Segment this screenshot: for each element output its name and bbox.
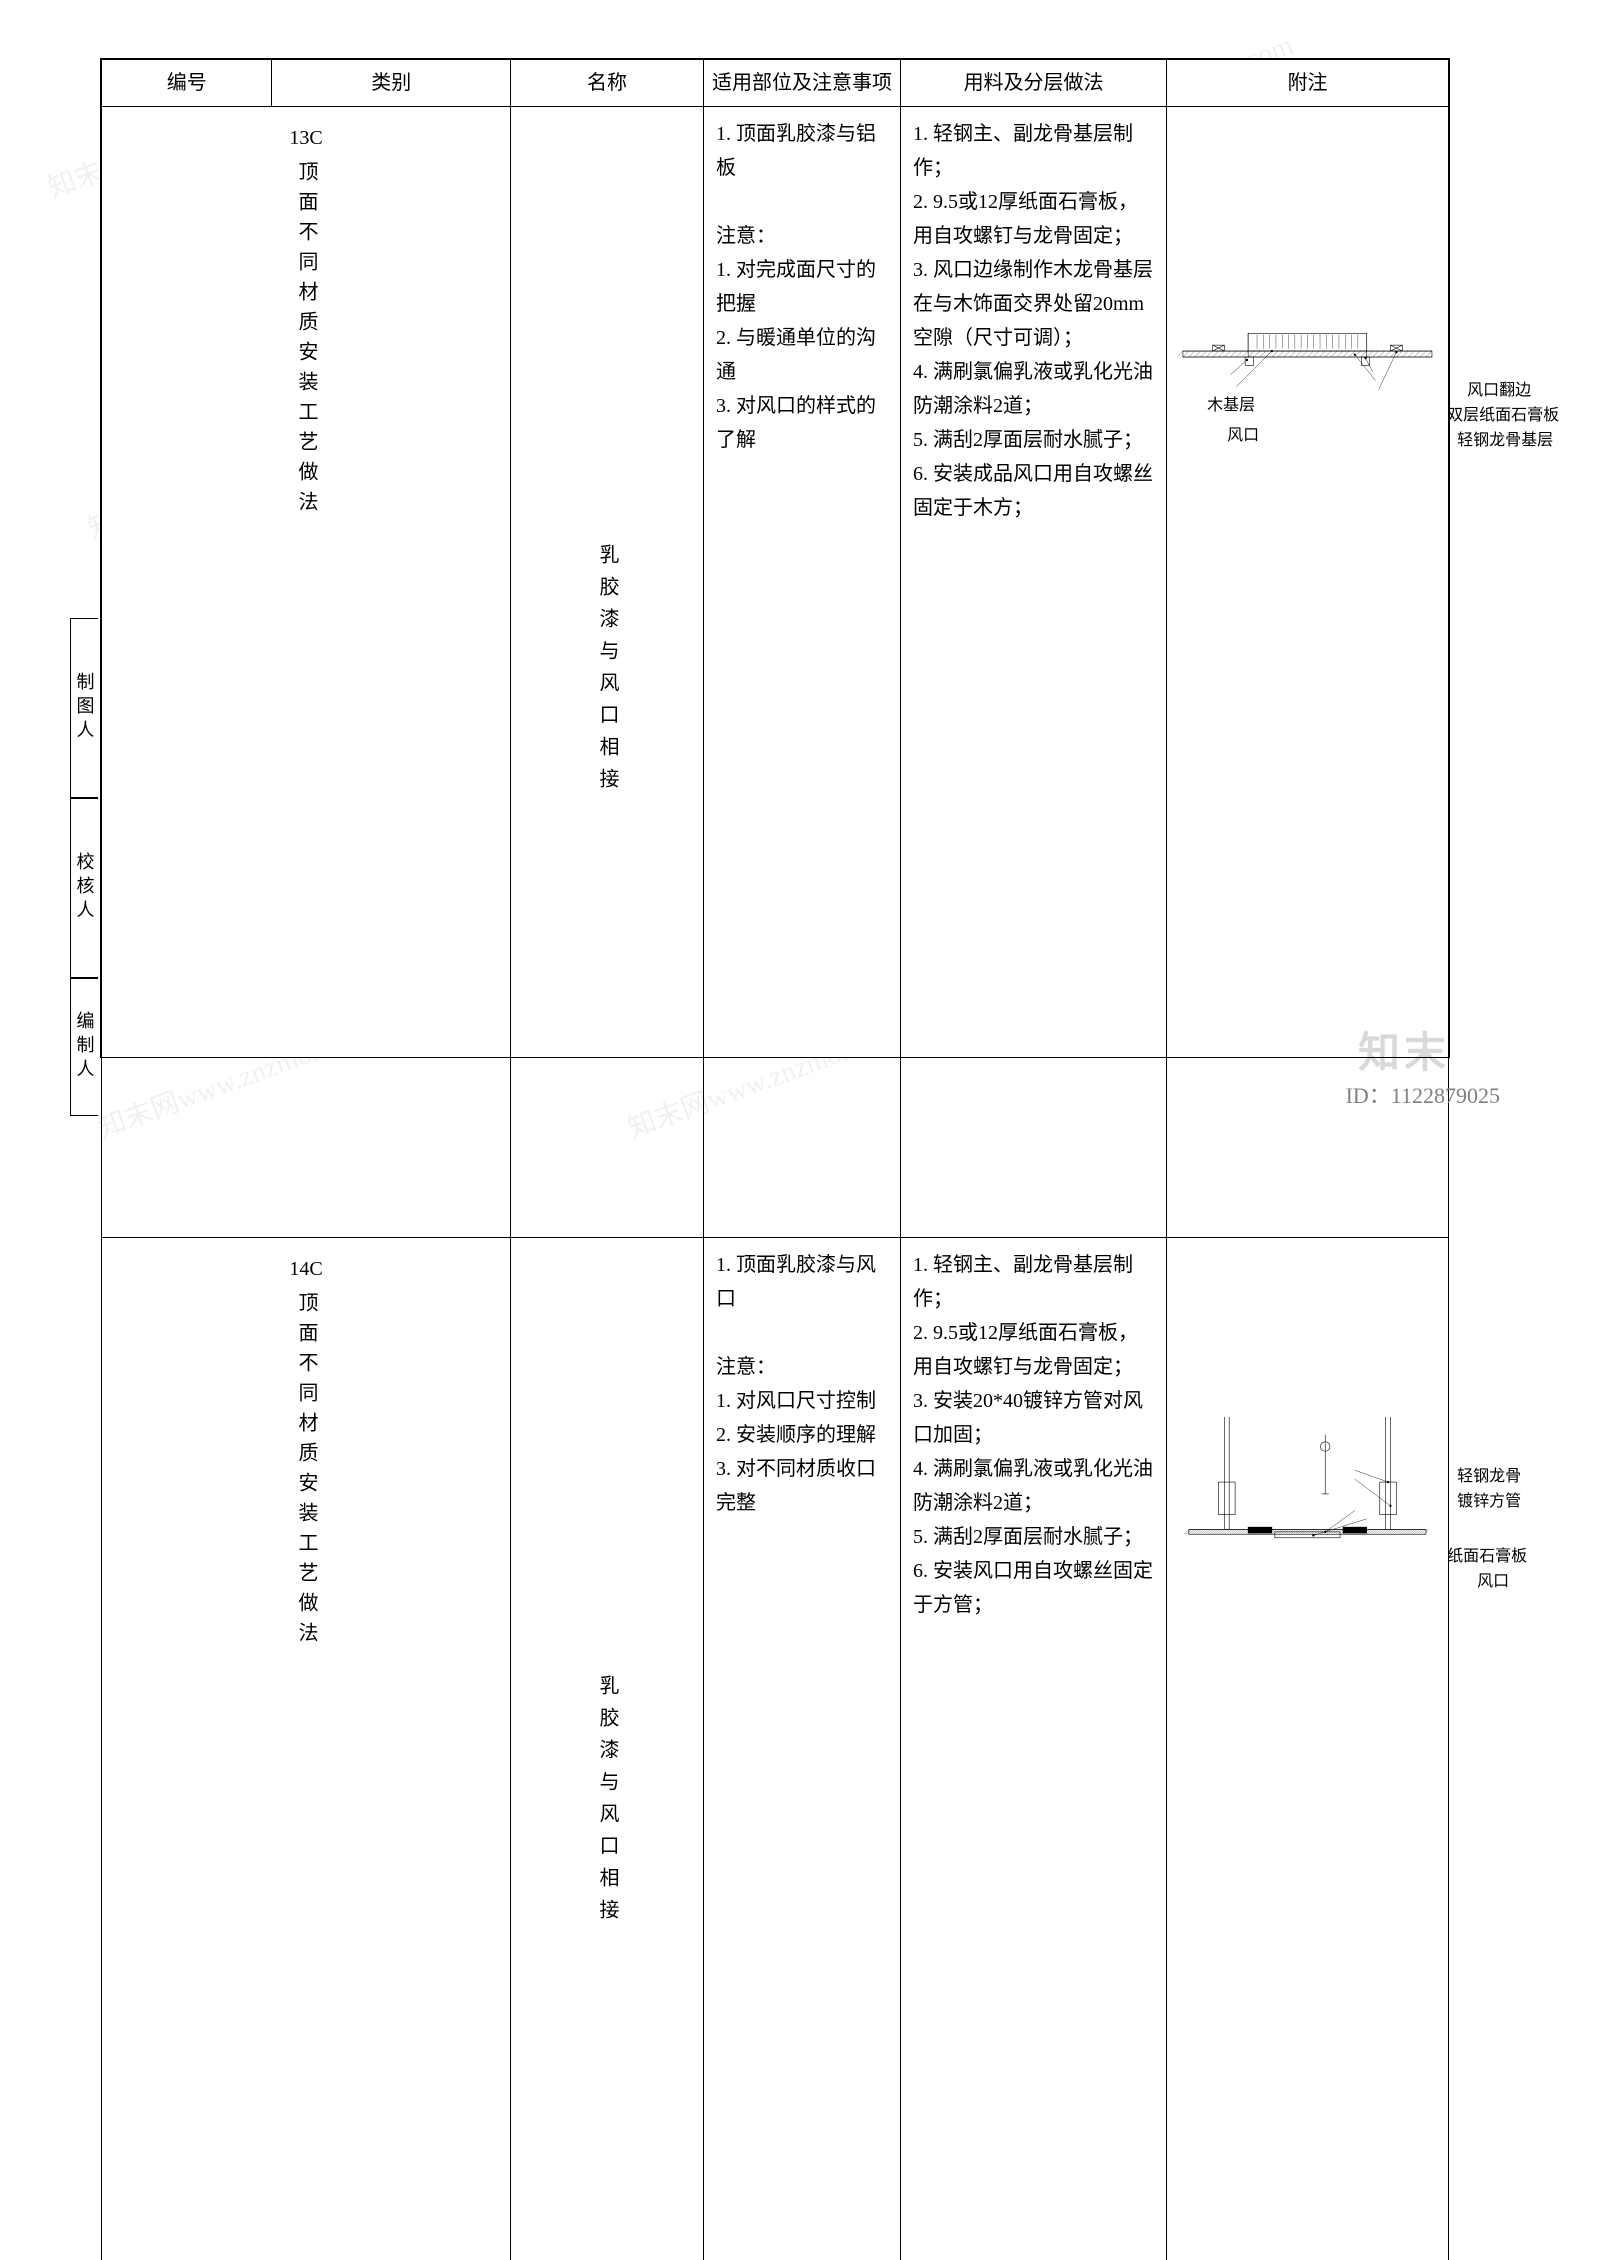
diagram-label: 风口翻边 [1467, 377, 1531, 404]
method-line: 4. 满刷氯偏乳液或乳化光油防潮涂料2道； [913, 355, 1154, 423]
diagram-label: 轻钢龙骨 [1457, 1463, 1521, 1490]
th-category: 类别 [272, 60, 511, 107]
method-line: 1. 轻钢主、副龙骨基层制作； [913, 117, 1154, 185]
th-note-text: 附注 [1288, 72, 1328, 94]
cell-scope: 1. 顶面乳胶漆与风口 注意：1. 对风口尺寸控制2. 安装顺序的理解3. 对不… [704, 1238, 901, 2260]
diagram-canvas [1177, 257, 1438, 457]
table-row: 13C顶面不同材质安装工艺做法乳胶漆与风口相接1. 顶面乳胶漆与铝板 注意：1.… [102, 107, 1449, 1238]
side-tab: 编制人 [70, 978, 98, 1116]
name-text: 乳胶漆与风口相接 [511, 1238, 703, 2260]
table-body: 13C顶面不同材质安装工艺做法乳胶漆与风口相接1. 顶面乳胶漆与铝板 注意：1.… [102, 107, 1449, 2260]
method-line: 1. 轻钢主、副龙骨基层制作； [913, 1248, 1154, 1316]
diagram-label: 木基层 [1207, 392, 1255, 419]
header-row: 编号 类别 名称 适用部位及注意事项 用料及分层做法 附注 [102, 60, 1449, 107]
diagram-label: 纸面石膏板 [1447, 1543, 1527, 1570]
diagram-label: 风口 [1477, 1568, 1509, 1595]
side-tab: 制图人 [70, 618, 98, 798]
diagram-label: 轻钢龙骨基层 [1457, 427, 1553, 454]
scope-line [716, 1316, 888, 1350]
th-name-text: 名称 [587, 72, 627, 94]
scope-line [716, 185, 888, 219]
cell-scope: 1. 顶面乳胶漆与铝板 注意：1. 对完成面尺寸的把握2. 与暖通单位的沟通3.… [704, 107, 901, 1238]
method-line: 5. 满刮2厚面层耐水腻子； [913, 423, 1154, 457]
diagram-canvas [1177, 1388, 1438, 1588]
scope-line: 1. 顶面乳胶漆与风口 [716, 1248, 888, 1316]
cell-code-category: 14C顶面不同材质安装工艺做法 [102, 1238, 511, 2260]
side-tabs: 制图人校核人编制人 [70, 58, 100, 1058]
method-line: 3. 安装20*40镀锌方管对风口加固； [913, 1384, 1154, 1452]
method-line: 3. 风口边缘制作木龙骨基层在与木饰面交界处留20mm空隙（尺寸可调）； [913, 253, 1154, 355]
diagram-label: 镀锌方管 [1457, 1488, 1521, 1515]
cell-method: 1. 轻钢主、副龙骨基层制作；2. 9.5或12厚纸面石膏板，用自攻螺钉与龙骨固… [901, 1238, 1167, 2260]
th-method: 用料及分层做法 [901, 60, 1167, 107]
logo-stamp: 知末 [1358, 1019, 1450, 1080]
method-line: 6. 安装成品风口用自攻螺丝固定于木方； [913, 457, 1154, 525]
diagram-svg [1177, 1388, 1438, 1588]
diagram-svg [1177, 257, 1438, 457]
side-tab: 校核人 [70, 798, 98, 978]
name-text: 乳胶漆与风口相接 [511, 107, 703, 1237]
cell-code-category: 13C顶面不同材质安装工艺做法 [102, 107, 511, 1238]
method-line: 4. 满刷氯偏乳液或乳化光油防潮涂料2道； [913, 1452, 1154, 1520]
cell-method: 1. 轻钢主、副龙骨基层制作；2. 9.5或12厚纸面石膏板，用自攻螺钉与龙骨固… [901, 107, 1167, 1238]
scope-line: 注意： [716, 219, 888, 253]
scope-line: 注意： [716, 1350, 888, 1384]
spec-table: 编号 类别 名称 适用部位及注意事项 用料及分层做法 附注 13C顶面不同材质安… [101, 59, 1449, 2260]
method-line: 2. 9.5或12厚纸面石膏板，用自攻螺钉与龙骨固定； [913, 1316, 1154, 1384]
id-stamp: ID：1122879025 [1346, 1078, 1500, 1110]
th-note: 附注 [1167, 60, 1449, 107]
th-code-text: 编号 [167, 72, 207, 94]
th-category-text: 类别 [371, 72, 411, 94]
method-line: 6. 安装风口用自攻螺丝固定于方管； [913, 1554, 1154, 1622]
scope-line: 2. 与暖通单位的沟通 [716, 321, 888, 389]
method-line: 2. 9.5或12厚纸面石膏板，用自攻螺钉与龙骨固定； [913, 185, 1154, 253]
scope-line: 3. 对不同材质收口完整 [716, 1452, 888, 1520]
table-row: 14C顶面不同材质安装工艺做法乳胶漆与风口相接1. 顶面乳胶漆与风口 注意：1.… [102, 1238, 1449, 2260]
cell-name: 乳胶漆与风口相接 [511, 107, 704, 1238]
diagram-wrap: 轻钢龙骨镀锌方管纸面石膏板风口 [1167, 1238, 1448, 1698]
cell-note: 轻钢龙骨镀锌方管纸面石膏板风口 [1167, 1238, 1449, 2260]
th-code: 编号 [102, 60, 272, 107]
th-scope-text: 适用部位及注意事项 [712, 72, 892, 94]
diagram-label: 双层纸面石膏板 [1447, 402, 1559, 429]
th-name: 名称 [511, 60, 704, 107]
scope-line: 1. 对风口尺寸控制 [716, 1384, 888, 1418]
scope-line: 3. 对风口的样式的了解 [716, 389, 888, 457]
diagram-wrap: 木基层风口风口翻边双层纸面石膏板轻钢龙骨基层 [1167, 107, 1448, 567]
drawing-sheet: 编号 类别 名称 适用部位及注意事项 用料及分层做法 附注 13C顶面不同材质安… [100, 58, 1450, 1058]
scope-line: 1. 对完成面尺寸的把握 [716, 253, 888, 321]
scope-line: 2. 安装顺序的理解 [716, 1418, 888, 1452]
scope-line: 1. 顶面乳胶漆与铝板 [716, 117, 888, 185]
th-method-text: 用料及分层做法 [964, 72, 1104, 94]
method-line: 5. 满刮2厚面层耐水腻子； [913, 1520, 1154, 1554]
th-scope: 适用部位及注意事项 [704, 60, 901, 107]
diagram-label: 风口 [1227, 422, 1259, 449]
cell-name: 乳胶漆与风口相接 [511, 1238, 704, 2260]
